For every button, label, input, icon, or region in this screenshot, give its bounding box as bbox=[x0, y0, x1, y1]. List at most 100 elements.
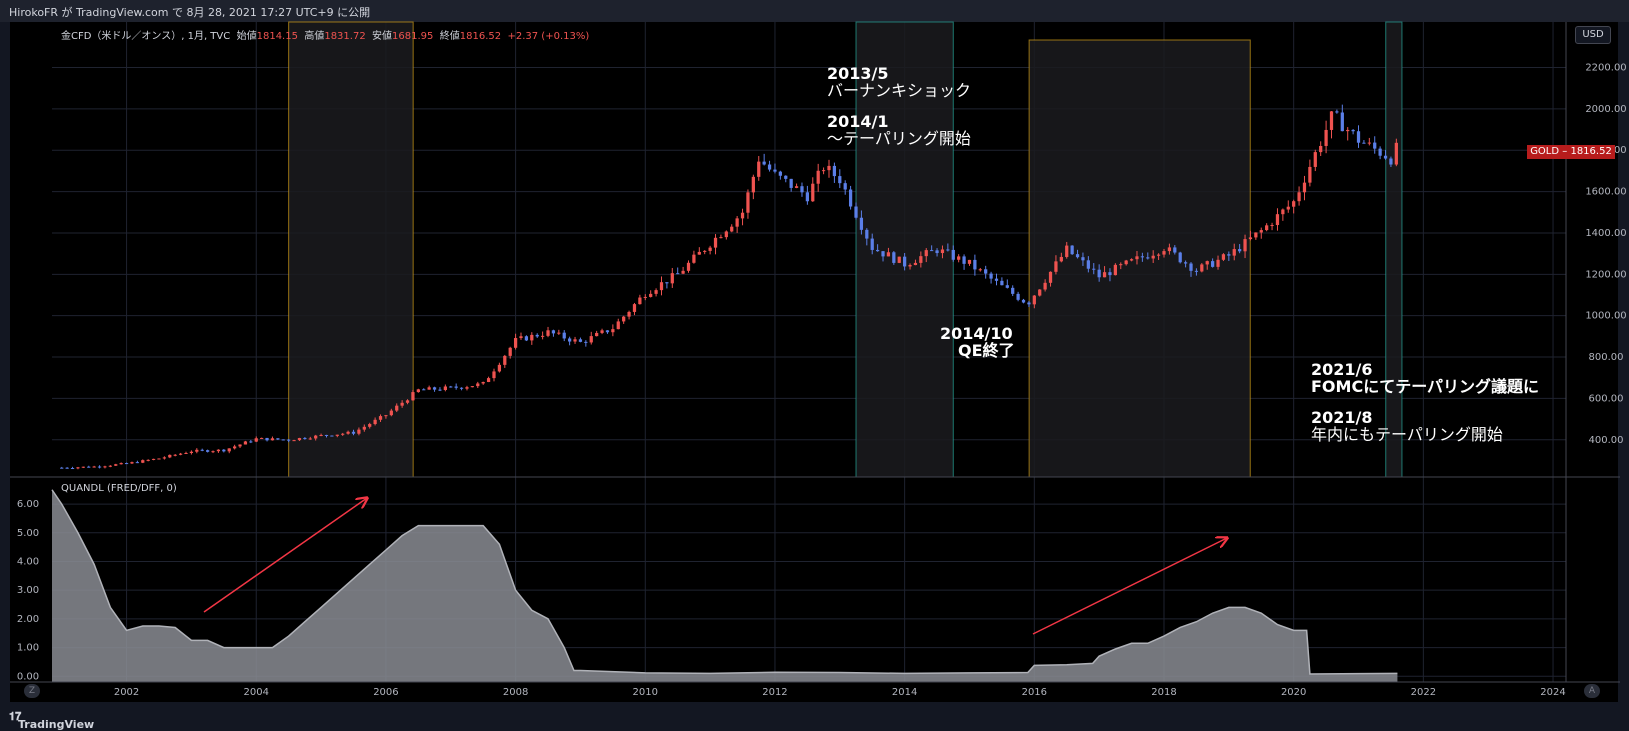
rate-tick-label: 1.00 bbox=[17, 643, 39, 654]
candle-body bbox=[308, 438, 312, 440]
annotation-fomc-text: FOMCにてテーパリング議題に bbox=[1311, 377, 1540, 396]
candle-body bbox=[535, 334, 539, 337]
shaded-range-0 bbox=[288, 21, 414, 478]
annotation-tapering-start-date: 2014/1 bbox=[827, 112, 889, 131]
rate-tick-label: 6.00 bbox=[17, 499, 39, 510]
x-tick-label: 2022 bbox=[1411, 687, 1436, 698]
candle-body bbox=[341, 433, 345, 435]
candle-body bbox=[751, 176, 755, 193]
candle-body bbox=[1340, 112, 1344, 132]
x-tick-label: 2020 bbox=[1281, 687, 1306, 698]
candle-body bbox=[676, 273, 680, 275]
candle-body bbox=[422, 389, 426, 391]
candle-body bbox=[703, 250, 707, 252]
candle-body bbox=[919, 256, 923, 263]
rate-tick-label: 0.00 bbox=[17, 671, 39, 682]
x-tick-label: 2004 bbox=[244, 687, 269, 698]
candle-body bbox=[130, 462, 134, 464]
candle-body bbox=[1362, 142, 1366, 144]
candle-body bbox=[1329, 111, 1334, 130]
candle-body bbox=[162, 457, 167, 459]
rate-tick-label: 2.00 bbox=[17, 614, 39, 625]
candle-body bbox=[335, 434, 339, 436]
candle-body bbox=[103, 466, 107, 468]
candle-body bbox=[281, 439, 285, 441]
candle-body bbox=[1129, 259, 1134, 261]
candle-body bbox=[1011, 287, 1015, 294]
candle-body bbox=[1308, 166, 1312, 183]
x-tick-label: 2024 bbox=[1540, 687, 1565, 698]
candle-body bbox=[108, 465, 112, 467]
candle-body bbox=[632, 304, 637, 312]
candle-body bbox=[789, 178, 793, 188]
candle-body bbox=[1319, 145, 1323, 153]
candle-body bbox=[324, 434, 329, 436]
candle-body bbox=[735, 218, 739, 227]
rate-area-line bbox=[51, 489, 1398, 675]
candle-body bbox=[1178, 252, 1182, 263]
zoom-toggle-button[interactable]: Z bbox=[24, 684, 40, 698]
candle-body bbox=[1281, 209, 1285, 215]
candle-body bbox=[524, 336, 529, 341]
candle-body bbox=[994, 278, 999, 281]
price-tag: GOLD – 1816.52 bbox=[1527, 145, 1615, 159]
x-tick-label: 2010 bbox=[633, 687, 658, 698]
candle-body bbox=[141, 460, 145, 463]
candle-body bbox=[1335, 111, 1339, 113]
candle-body bbox=[1070, 245, 1074, 255]
candle-body bbox=[740, 212, 745, 219]
candles bbox=[60, 104, 1398, 470]
candle-body bbox=[346, 431, 350, 434]
candle-body bbox=[1081, 257, 1085, 261]
candle-body bbox=[470, 386, 474, 388]
candle-body bbox=[530, 334, 534, 341]
candle-body bbox=[881, 251, 885, 257]
auto-scale-button[interactable]: A bbox=[1584, 684, 1600, 698]
candle-body bbox=[800, 186, 804, 193]
candle-body bbox=[319, 434, 323, 436]
candle-body bbox=[605, 330, 610, 333]
candle-body bbox=[1021, 299, 1026, 303]
candle-body bbox=[773, 169, 777, 172]
annotation-tapering-start-text: 〜テーパリング開始 bbox=[827, 129, 971, 148]
legend-high: 1831.72 bbox=[324, 31, 366, 42]
candle-body bbox=[1065, 245, 1069, 257]
rate-area bbox=[51, 489, 1398, 682]
candle-body bbox=[216, 449, 221, 452]
chart-area[interactable] bbox=[10, 22, 1618, 702]
candle-body bbox=[557, 332, 561, 334]
candle-body bbox=[1005, 285, 1009, 288]
annotation-qe-end-date: 2014/10 bbox=[940, 324, 1013, 343]
candle-body bbox=[243, 441, 248, 445]
x-tick-label: 2016 bbox=[1022, 687, 1047, 698]
x-tick-label: 2002 bbox=[114, 687, 139, 698]
candle-body bbox=[1156, 254, 1161, 256]
currency-button[interactable]: USD bbox=[1575, 26, 1611, 44]
candle-body bbox=[1232, 249, 1236, 256]
rate-tick-label: 4.00 bbox=[17, 556, 39, 567]
header-bar: HirokoFR が TradingView.com で 8月 28, 2021… bbox=[0, 0, 1629, 22]
candle-body bbox=[513, 338, 518, 348]
candle-body bbox=[1119, 264, 1123, 266]
candle-body bbox=[400, 402, 404, 406]
annotation-bernanke-text: バーナンキショック bbox=[827, 81, 972, 100]
candle-body bbox=[686, 262, 691, 271]
candle-body bbox=[957, 256, 961, 260]
annotation-year-end-date: 2021/8 bbox=[1311, 408, 1373, 427]
candle-body bbox=[411, 392, 415, 401]
candle-body bbox=[1265, 225, 1269, 231]
candle-body bbox=[1243, 239, 1247, 252]
candle-body bbox=[568, 338, 572, 342]
candle-body bbox=[368, 424, 372, 427]
candle-body bbox=[135, 462, 139, 464]
candle-body bbox=[1124, 260, 1128, 265]
candle-body bbox=[903, 256, 907, 267]
grid bbox=[52, 22, 1566, 682]
candle-body bbox=[784, 175, 788, 179]
candle-body bbox=[600, 330, 604, 333]
footer-bar: 𝟏𝟕 TradingView bbox=[0, 702, 1629, 731]
candle-body bbox=[1389, 158, 1393, 165]
candle-body bbox=[481, 381, 485, 384]
x-tick-label: 2008 bbox=[503, 687, 528, 698]
